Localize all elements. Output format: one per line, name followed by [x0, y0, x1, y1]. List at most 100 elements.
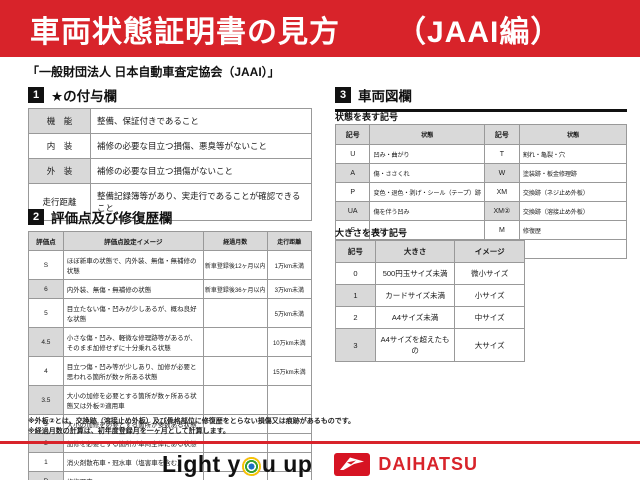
table-cell: 変色・退色・剥げ・シール（テープ）跡 — [369, 182, 485, 202]
table-header-row: 評価点 評価点設定イメージ 経過月数 走行距離 — [28, 231, 313, 251]
table-row: 走行距離 整備記録簿等があり、実走行であることが確認できること — [28, 183, 312, 221]
table-row: 0 500円玉サイズ未満 微小サイズ — [335, 262, 525, 285]
table-cell: A4サイズ未満 — [374, 306, 456, 329]
table-cell: 大小の加修を必要とする箇所が数ヶ所ある状態又は外板②適用車 — [62, 385, 204, 415]
footer-divider — [0, 441, 640, 444]
table-cell: 4 — [28, 356, 64, 386]
table-row: 内 装補修の必要な目立つ損傷、悪臭等がないこと — [28, 133, 312, 159]
table-cell: M — [483, 220, 520, 240]
table-row: 6 内外装、無傷・無補修の状態 新車登録後36ヶ月以内 3万km未満 — [28, 279, 313, 299]
table-cell: 4.5 — [28, 327, 64, 357]
table-cell: 1万km未満 — [266, 250, 313, 280]
brand-name: DAIHATSU — [378, 453, 479, 474]
table-cell: P — [334, 182, 371, 202]
table-cell — [202, 298, 268, 328]
star-criteria-table: 機 能整備、保証付きであること内 装補修の必要な目立つ損傷、悪臭等がないこと外 … — [28, 108, 312, 221]
table-cell: 外 装 — [28, 158, 91, 184]
table-cell: 交換跡（ネジ止め外板） — [518, 182, 628, 202]
table-row: U 凹み・曲がり T 割れ・亀裂・穴 — [334, 144, 628, 164]
section2-number-badge: 2 — [28, 209, 44, 225]
slogan-text-left: Light y — [161, 450, 241, 477]
table-cell: 傷・ささくれ — [369, 163, 485, 183]
table-cell: 新車登録後12ヶ月以内 — [202, 250, 268, 280]
table-cell: 15万km未満 — [266, 356, 313, 386]
table-row: 4 目立つ傷・凹み等が少しあり、加修が必要と思われる箇所が数ヶ所ある状態 15万km… — [28, 356, 313, 386]
table-cell — [518, 239, 628, 259]
table-cell: イメージ — [454, 240, 525, 263]
table-cell: A — [334, 163, 371, 183]
target-ring-icon — [241, 456, 261, 476]
table-cell: XM② — [483, 201, 520, 221]
table-cell: 記号 — [483, 124, 520, 145]
section2-header: 2 評価点及び修復歴欄 — [28, 207, 214, 234]
table-cell: カードサイズ未満 — [374, 284, 456, 307]
table-cell: T — [483, 144, 520, 164]
evaluation-score-table: 評価点 評価点設定イメージ 経過月数 走行距離 S ほぼ新車の状態で、内外装、無傷・無補… — [28, 231, 313, 480]
table-cell — [202, 327, 268, 357]
table-cell: 塗装跡・板金修理跡 — [518, 163, 628, 183]
table-cell: 整備記録簿等があり、実走行であることが確認できること — [90, 183, 312, 221]
table-cell: 凹み・曲がり — [369, 144, 485, 164]
table-cell: 記号 — [334, 124, 371, 145]
table-cell: 微小サイズ — [454, 262, 525, 285]
table-cell: 500円玉サイズ未満 — [374, 262, 456, 285]
symbols-table-label: 状態を表す記号 — [335, 112, 399, 122]
slogan-text-right: u up — [261, 450, 313, 477]
size-table-label: 大きさを表す記号 — [335, 228, 408, 238]
table-cell: 中サイズ — [454, 306, 525, 329]
page-title-suffix: （JAAI編） — [396, 15, 562, 49]
table-cell: 傷を伴う凹み — [369, 201, 485, 221]
table-cell: XM — [483, 182, 520, 202]
table-cell: ほぼ新車の状態で、内外装、無傷・無補修の状態 — [62, 250, 204, 280]
table-cell: 大きさ — [374, 240, 456, 263]
section1-title: ★の付与欄 — [51, 89, 118, 104]
section3-title: 車両図欄 — [358, 89, 412, 104]
table-cell: 0 — [335, 262, 376, 285]
size-symbols-table: 記号 大きさ イメージ 0 500円玉サイズ未満 微小サイズ 1 カードサイズ未満 小サイズ 2… — [335, 240, 525, 362]
table-cell — [266, 471, 313, 480]
table-cell: A4サイズを超えたもの — [374, 328, 456, 362]
table-cell — [266, 385, 313, 415]
table-cell: 評価点設定イメージ — [62, 231, 204, 251]
table-cell: 補修の必要な目立つ損傷、悪臭等がないこと — [90, 133, 312, 159]
table-cell: 交換跡（溶接止め外板） — [518, 201, 628, 221]
daihatsu-mark-icon — [334, 452, 371, 476]
table-cell — [202, 356, 268, 386]
table-row: 3 A4サイズを超えたもの 大サイズ — [335, 328, 525, 362]
table-cell: 3.5 — [28, 385, 64, 415]
footnote-line: ※経過月数の計算は、初年度登録月を一ヶ月として計算します。 — [28, 428, 230, 436]
table-cell: 記号 — [335, 240, 376, 263]
table-cell: 走行距離 — [266, 231, 313, 251]
table-cell — [202, 385, 268, 415]
table-header-row: 記号 大きさ イメージ — [335, 240, 525, 263]
table-cell: 目立たない傷・凹みが少しあるが、概ね良好な状態 — [62, 298, 204, 328]
table-cell: 機 能 — [28, 108, 91, 134]
section2-title: 評価点及び修復歴欄 — [51, 211, 173, 226]
footer-branding: Light y u up DAIHATSU — [0, 449, 640, 479]
title-banner: 車両状態証明書の見方 （JAAI編） — [0, 0, 640, 57]
table-cell: 3万km未満 — [266, 279, 313, 299]
table-cell: 割れ・亀裂・穴 — [518, 144, 628, 164]
table-header-row: 記号 状態 記号 状態 — [334, 124, 628, 145]
condition-symbols-table: 記号 状態 記号 状態 U 凹み・曲がり T 割れ・亀裂・穴 A 傷・ささくれ W 塗装跡・板金修理… — [334, 124, 628, 259]
table-cell: 10万km未満 — [266, 327, 313, 357]
table-row: 1 カードサイズ未満 小サイズ — [335, 284, 525, 307]
table-cell: 整備、保証付きであること — [90, 108, 312, 134]
table-row: 機 能整備、保証付きであること — [28, 108, 312, 134]
section1-number-badge: 1 — [28, 87, 44, 103]
footnote-line: ※外板②とは、交換跡（溶接止め外板）及び骨格部位に修復歴をとらない損傷又は痕跡が… — [28, 418, 356, 425]
table-cell: 修復歴 — [518, 220, 628, 240]
table-cell: 評価点 — [28, 231, 64, 251]
daihatsu-logo: DAIHATSU — [334, 452, 479, 476]
table-row: 2 A4サイズ未満 中サイズ — [335, 306, 525, 329]
table-cell: 内外装、無傷・無補修の状態 — [62, 279, 204, 299]
table-cell: 3 — [335, 328, 376, 362]
table-cell: 小さな傷・凹み、軽微な修理跡等があるが、そのまま加修せずに十分乗れる状態 — [62, 327, 204, 357]
table-cell: 経過月数 — [202, 231, 268, 251]
table-cell: S — [28, 250, 64, 280]
table-row: P 変色・退色・剥げ・シール（テープ）跡 XM 交換跡（ネジ止め外板） — [334, 182, 628, 202]
table-cell: UA — [334, 201, 371, 221]
table-cell: 2 — [335, 306, 376, 329]
table-row: 外 装補修の必要な目立つ損傷がないこと — [28, 158, 312, 184]
table-row: A 傷・ささくれ W 塗装跡・板金修理跡 — [334, 163, 628, 183]
